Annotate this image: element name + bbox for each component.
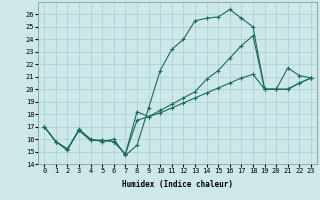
X-axis label: Humidex (Indice chaleur): Humidex (Indice chaleur): [122, 180, 233, 189]
